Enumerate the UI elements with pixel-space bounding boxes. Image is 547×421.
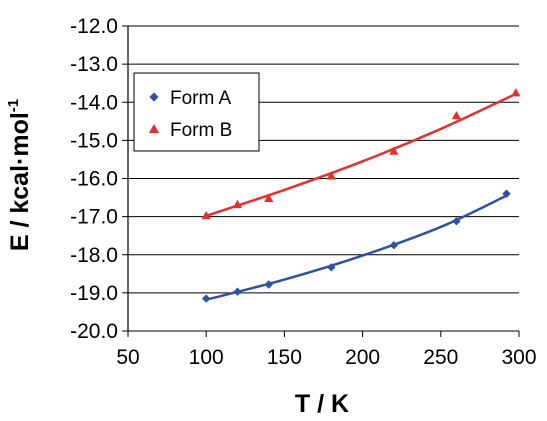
x-tick-label: 200 bbox=[345, 346, 380, 369]
y-tick-label: -15.0 bbox=[70, 129, 118, 152]
x-tick-label: 150 bbox=[267, 346, 302, 369]
legend-label-form-a: Form A bbox=[170, 88, 232, 109]
form-a-point bbox=[264, 280, 273, 289]
y-axis-title: E / kcal·mol-1 bbox=[5, 99, 34, 251]
form-a-point bbox=[502, 189, 511, 198]
fit-curves bbox=[205, 92, 517, 301]
form-a-point bbox=[202, 294, 211, 303]
form-b-point bbox=[326, 171, 336, 180]
axes bbox=[122, 25, 520, 337]
data-points bbox=[201, 88, 521, 303]
y-tick-label: -16.0 bbox=[70, 168, 118, 191]
y-tick-label: -14.0 bbox=[70, 91, 118, 114]
form-b-point bbox=[232, 199, 243, 209]
x-tick-label: 300 bbox=[501, 346, 536, 369]
form-a-point bbox=[327, 263, 336, 272]
form-b-point bbox=[511, 88, 521, 97]
legend-marker-form-b bbox=[148, 123, 160, 134]
gridlines bbox=[128, 25, 519, 332]
tick-labels: -12.0 -13.0 -14.0 -15.0 -16.0 -17.0 -18.0 -19.0… bbox=[70, 15, 536, 369]
x-tick-label: 50 bbox=[116, 346, 139, 369]
y-tick-label: -20.0 bbox=[70, 320, 118, 343]
legend-box bbox=[133, 72, 260, 152]
form-a-point bbox=[389, 241, 399, 250]
form-b-point bbox=[201, 210, 211, 220]
y-tick-label: -13.0 bbox=[70, 53, 118, 76]
x-axis-title: T / K bbox=[295, 390, 349, 418]
form-b-point bbox=[264, 193, 274, 203]
form-b-point bbox=[389, 146, 399, 155]
y-tick-label: -19.0 bbox=[70, 282, 118, 305]
form-a-point bbox=[233, 287, 242, 296]
legend-label-form-b: Form B bbox=[170, 120, 232, 141]
form-a-point bbox=[452, 217, 461, 226]
legend: Form A Form B bbox=[133, 72, 260, 152]
x-tick-label: 100 bbox=[189, 346, 224, 369]
fit-curve-form-a bbox=[205, 194, 508, 301]
form-b-point bbox=[451, 110, 462, 120]
y-tick-label: -12.0 bbox=[70, 15, 118, 38]
y-axis-title-superscript: -1 bbox=[5, 99, 22, 112]
y-axis-title-main: E / kcal·mol bbox=[6, 112, 34, 251]
y-tick-label: -17.0 bbox=[70, 206, 118, 229]
y-tick-label: -18.0 bbox=[70, 244, 118, 267]
x-tick-label: 250 bbox=[423, 346, 458, 369]
legend-marker-form-a bbox=[149, 92, 159, 102]
fit-curve-form-b bbox=[205, 92, 517, 218]
